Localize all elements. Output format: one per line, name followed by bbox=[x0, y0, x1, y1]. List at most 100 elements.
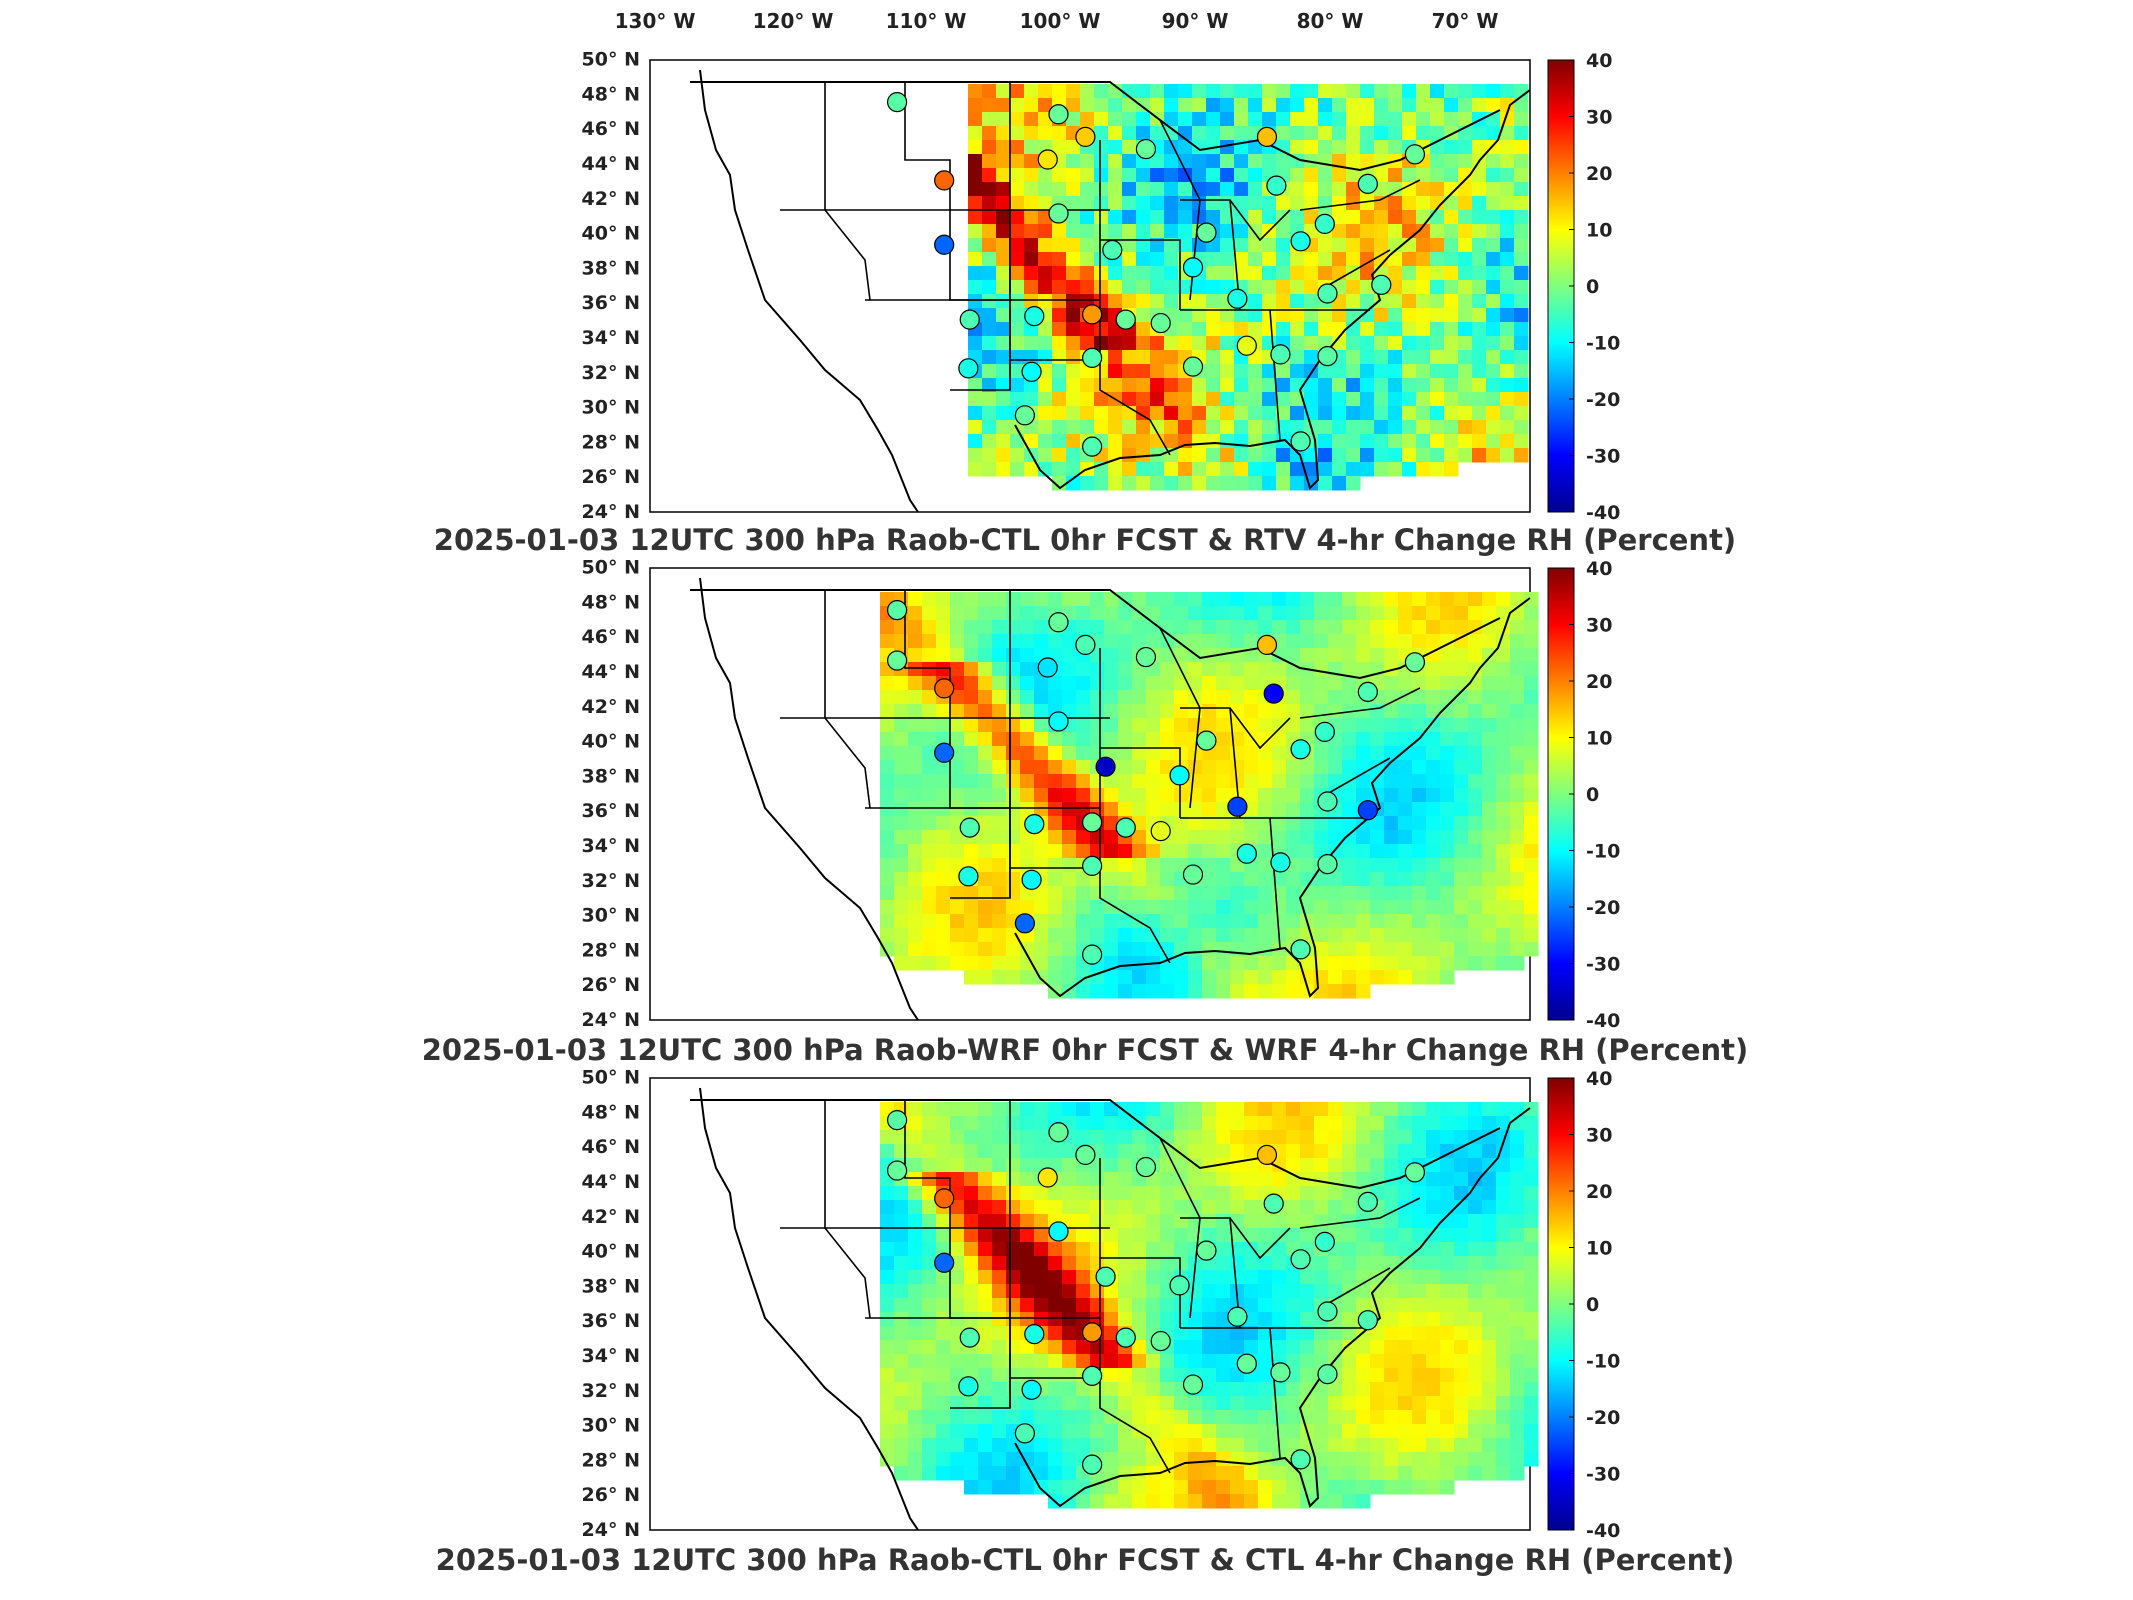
field-cell bbox=[1332, 112, 1347, 127]
field-cell bbox=[1412, 1214, 1427, 1229]
field-cell bbox=[1342, 1102, 1357, 1117]
field-cell bbox=[894, 1466, 909, 1481]
field-cell bbox=[1440, 1158, 1455, 1173]
field-cell bbox=[1468, 1354, 1483, 1369]
field-cell bbox=[1524, 1340, 1539, 1355]
field-cell bbox=[894, 956, 909, 971]
field-cell bbox=[1346, 476, 1361, 491]
field-cell bbox=[1416, 210, 1431, 225]
field-cell bbox=[1412, 872, 1427, 887]
field-cell bbox=[1318, 378, 1333, 393]
field-cell bbox=[1132, 1228, 1147, 1243]
field-cell bbox=[1496, 1298, 1511, 1313]
field-cell bbox=[1286, 1158, 1301, 1173]
field-cell bbox=[936, 634, 951, 649]
field-cell bbox=[1066, 364, 1081, 379]
field-cell bbox=[964, 1410, 979, 1425]
field-cell bbox=[1160, 900, 1175, 915]
field-cell bbox=[1426, 1186, 1441, 1201]
field-cell bbox=[1216, 1130, 1231, 1145]
field-cell bbox=[1398, 1424, 1413, 1439]
field-cell bbox=[1216, 1438, 1231, 1453]
field-cell bbox=[1468, 634, 1483, 649]
field-cell bbox=[1346, 154, 1361, 169]
field-cell bbox=[1454, 1452, 1469, 1467]
field-cell bbox=[908, 914, 923, 929]
field-cell bbox=[1468, 760, 1483, 775]
field-cell bbox=[1174, 1298, 1189, 1313]
field-cell bbox=[1370, 1354, 1385, 1369]
field-cell bbox=[1062, 676, 1077, 691]
field-cell bbox=[1514, 420, 1529, 435]
field-cell bbox=[1318, 238, 1333, 253]
field-cell bbox=[1356, 648, 1371, 663]
field-cell bbox=[1510, 718, 1525, 733]
field-cell bbox=[1202, 844, 1217, 859]
field-cell bbox=[1104, 662, 1119, 677]
field-cell bbox=[1524, 830, 1539, 845]
field-cell bbox=[1104, 1228, 1119, 1243]
field-cell bbox=[950, 942, 965, 957]
field-cell bbox=[1160, 1228, 1175, 1243]
field-cell bbox=[1304, 266, 1319, 281]
field-cell bbox=[1412, 970, 1427, 985]
field-cell bbox=[1258, 802, 1273, 817]
field-cell bbox=[1440, 956, 1455, 971]
field-cell bbox=[1384, 1466, 1399, 1481]
field-cell bbox=[1202, 1186, 1217, 1201]
field-cell bbox=[1244, 984, 1259, 999]
field-cell bbox=[1510, 1242, 1525, 1257]
field-cell bbox=[1398, 942, 1413, 957]
field-cell bbox=[880, 1368, 895, 1383]
colorbar-tick-label: 20 bbox=[1586, 671, 1612, 693]
field-cell bbox=[1500, 336, 1515, 351]
field-cell bbox=[922, 1130, 937, 1145]
field-cell bbox=[1248, 322, 1263, 337]
field-cell bbox=[1118, 606, 1133, 621]
field-cell bbox=[1510, 1382, 1525, 1397]
field-cell bbox=[1038, 392, 1053, 407]
raob-station-marker bbox=[1022, 362, 1041, 381]
field-cell bbox=[1174, 676, 1189, 691]
field-cell bbox=[1146, 676, 1161, 691]
field-cell bbox=[880, 1396, 895, 1411]
field-cell bbox=[1496, 1354, 1511, 1369]
field-cell bbox=[1318, 434, 1333, 449]
colorbar-tick-label: -10 bbox=[1586, 841, 1620, 863]
field-cell bbox=[982, 280, 997, 295]
field-cell bbox=[1174, 1438, 1189, 1453]
field-cell bbox=[1374, 336, 1389, 351]
field-cell bbox=[1412, 1144, 1427, 1159]
field-cell bbox=[1174, 928, 1189, 943]
field-cell bbox=[1496, 690, 1511, 705]
field-cell bbox=[1104, 1158, 1119, 1173]
field-cell bbox=[1402, 112, 1417, 127]
field-cell bbox=[1314, 914, 1329, 929]
field-cell bbox=[1426, 1284, 1441, 1299]
field-cell bbox=[1174, 1396, 1189, 1411]
field-cell bbox=[1454, 942, 1469, 957]
field-cell bbox=[1472, 280, 1487, 295]
field-cell bbox=[1048, 928, 1063, 943]
field-cell bbox=[1430, 210, 1445, 225]
field-cell bbox=[1216, 1228, 1231, 1243]
field-cell bbox=[1090, 620, 1105, 635]
field-cell bbox=[1524, 1228, 1539, 1243]
field-cell bbox=[1202, 858, 1217, 873]
field-cell bbox=[894, 886, 909, 901]
field-cell bbox=[1468, 732, 1483, 747]
field-cell bbox=[1080, 252, 1095, 267]
field-cell bbox=[880, 1326, 895, 1341]
field-cell bbox=[1146, 1144, 1161, 1159]
field-cell bbox=[922, 900, 937, 915]
field-cell bbox=[1374, 392, 1389, 407]
field-cell bbox=[908, 788, 923, 803]
field-cell bbox=[1482, 1424, 1497, 1439]
field-cell bbox=[1062, 914, 1077, 929]
field-cell bbox=[1244, 1466, 1259, 1481]
field-cell bbox=[1164, 392, 1179, 407]
field-cell bbox=[1122, 350, 1137, 365]
field-cell bbox=[880, 1424, 895, 1439]
map-panel-1: 50° N48° N46° N44° N42° N40° N38° N36° N… bbox=[582, 49, 1621, 524]
field-cell bbox=[1076, 1354, 1091, 1369]
